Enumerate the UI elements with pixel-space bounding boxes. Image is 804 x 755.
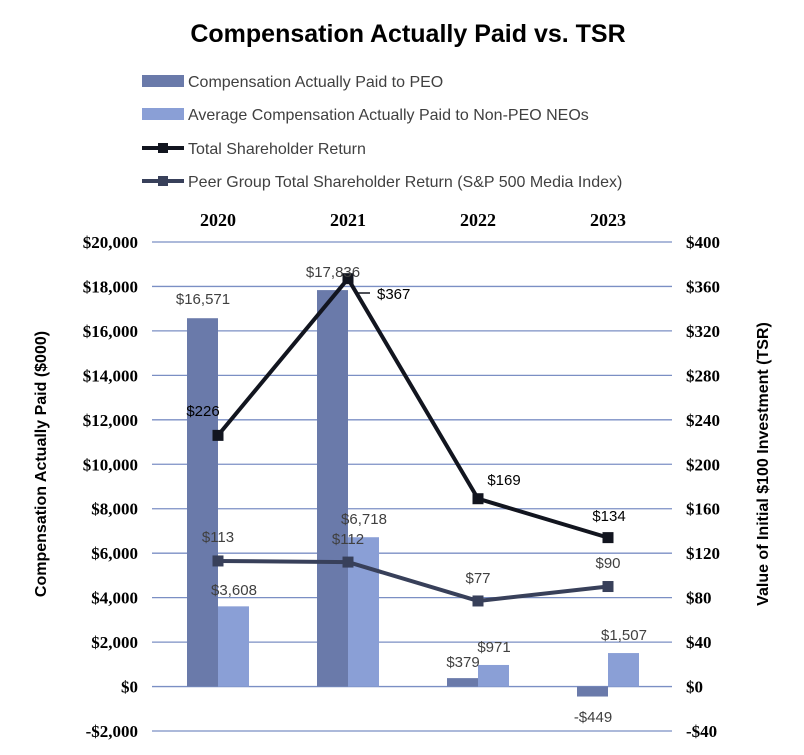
peer-tsr-marker-2021: [343, 557, 354, 568]
bar-peo-2021: [317, 290, 348, 686]
left-tick-label: -$2,000: [86, 722, 138, 741]
tsr-marker-2022: [473, 493, 484, 504]
bar-peo-2020: [187, 318, 218, 686]
legend-swatch-1: [142, 75, 184, 87]
left-axis-ticks: -$2,000 $0 $2,000 $4,000 $6,000 $8,000 $10,000…: [83, 233, 138, 741]
right-tick-label: $80: [686, 589, 712, 608]
bar-peo-2022: [447, 678, 478, 686]
neo-value-label-2022: $971: [477, 639, 510, 656]
left-tick-label: $12,000: [83, 411, 138, 430]
tsr-value-label-2023: $134: [592, 508, 625, 525]
right-axis-ticks: -$40 $0 $40 $80 $120 $160 $200 $240 $280 $320 $360…: [686, 233, 720, 741]
left-tick-label: $2,000: [91, 633, 138, 652]
peer-tsr-line: [218, 561, 608, 601]
left-tick-label: $16,000: [83, 322, 138, 341]
peo-value-label-2020: $16,571: [176, 291, 230, 308]
neo-value-label-2020: $3,608: [211, 582, 257, 599]
year-label-2022: 2022: [460, 210, 496, 230]
bar-neo-2022: [478, 665, 509, 687]
right-tick-label: $400: [686, 233, 720, 252]
right-axis-title: Value of Initial $100 Investment (TSR): [755, 322, 772, 606]
peer-tsr-value-label-2020: $113: [202, 529, 234, 546]
neo-value-label-2021: $6,718: [341, 511, 387, 528]
bar-neo-2020: [218, 606, 249, 686]
right-tick-label: $0: [686, 678, 703, 697]
left-axis-title: Compensation Actually Paid ($000): [33, 331, 50, 597]
tsr-value-label-2022: $169: [487, 472, 520, 489]
right-tick-label: $120: [686, 544, 720, 563]
left-tick-label: $6,000: [91, 544, 138, 563]
right-tick-label: $200: [686, 455, 720, 474]
bar-peo-2023: [577, 687, 608, 697]
legend-label-4: Peer Group Total Shareholder Return (S&P…: [188, 174, 622, 191]
legend-swatch-2: [142, 108, 184, 120]
legend-label-3: Total Shareholder Return: [188, 141, 366, 158]
tsr-marker-2020: [213, 430, 224, 441]
left-tick-label: $10,000: [83, 455, 138, 474]
right-tick-label: $40: [686, 633, 712, 652]
peer-tsr-value-label-2021: $112: [332, 531, 364, 548]
lines: [213, 273, 614, 606]
legend-label-2: Average Compensation Actually Paid to No…: [188, 107, 589, 124]
right-tick-label: $320: [686, 322, 720, 341]
left-tick-label: $8,000: [91, 500, 138, 519]
left-tick-label: $18,000: [83, 277, 138, 296]
legend: Compensation Actually Paid to PEO Average…: [142, 74, 622, 191]
peer-tsr-marker-2023: [603, 581, 614, 592]
right-tick-label: $160: [686, 500, 720, 519]
right-tick-label: -$40: [686, 722, 717, 741]
neo-value-label-2023: $1,507: [601, 627, 647, 644]
year-labels: 2020 2021 2022 2023: [200, 210, 626, 230]
peo-value-label-2021: $17,836: [306, 264, 360, 281]
year-label-2021: 2021: [330, 210, 366, 230]
year-label-2023: 2023: [590, 210, 626, 230]
legend-marker-3: [158, 143, 168, 153]
tsr-chart: Compensation Actually Paid vs. TSR Compe…: [0, 0, 804, 755]
tsr-value-label-2021: $367: [377, 286, 410, 303]
peo-value-label-2022: $379: [446, 654, 479, 671]
tsr-marker-2023: [603, 532, 614, 543]
tsr-value-label-2020: $226: [186, 403, 219, 420]
peer-tsr-marker-2020: [213, 555, 224, 566]
tsr-line: [218, 279, 608, 538]
legend-label-1: Compensation Actually Paid to PEO: [188, 74, 443, 91]
peo-value-label-2023: -$449: [574, 709, 612, 726]
left-tick-label: $14,000: [83, 366, 138, 385]
legend-marker-4: [158, 176, 168, 186]
bars: [187, 290, 639, 696]
right-tick-label: $240: [686, 411, 720, 430]
left-tick-label: $20,000: [83, 233, 138, 252]
peer-tsr-marker-2022: [473, 595, 484, 606]
right-tick-label: $280: [686, 366, 720, 385]
right-tick-label: $360: [686, 277, 720, 296]
bar-neo-2023: [608, 653, 639, 686]
left-tick-label: $0: [121, 678, 138, 697]
peer-tsr-value-label-2022: $77: [465, 570, 490, 587]
left-tick-label: $4,000: [91, 589, 138, 608]
year-label-2020: 2020: [200, 210, 236, 230]
chart-title: Compensation Actually Paid vs. TSR: [190, 20, 625, 48]
peer-tsr-value-label-2023: $90: [595, 555, 620, 572]
